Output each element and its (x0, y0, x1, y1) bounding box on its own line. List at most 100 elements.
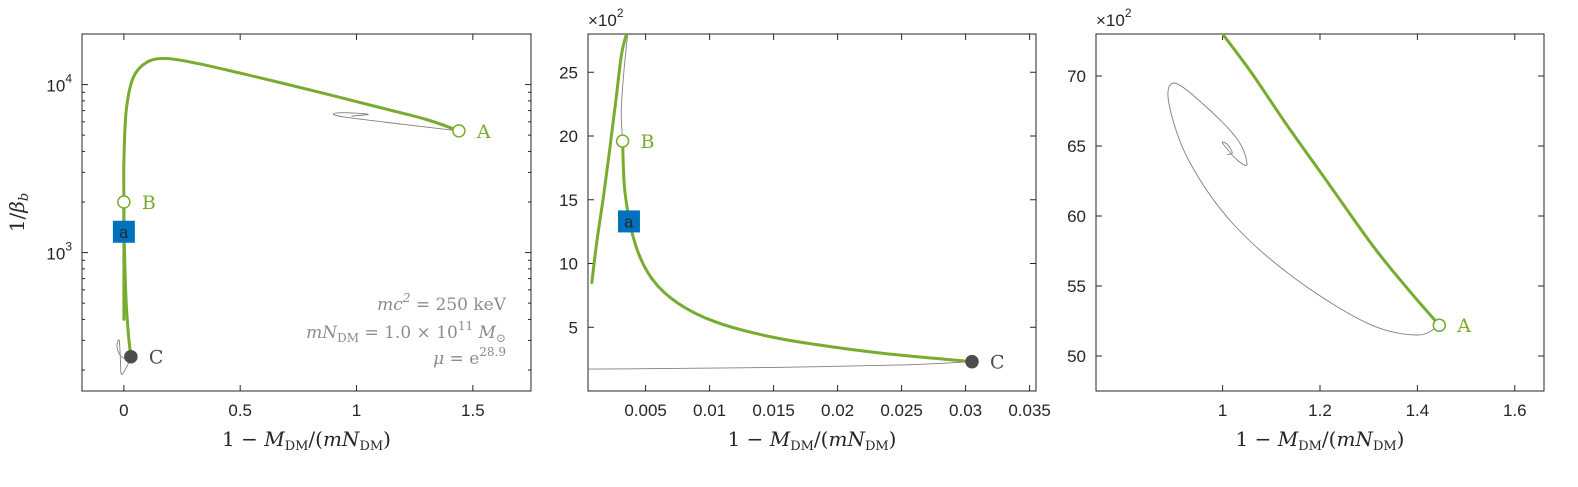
y-tick-exponent: 4 (65, 72, 72, 86)
xlabel-part: M (263, 427, 285, 451)
axes-box (587, 33, 1037, 392)
xlabel-part: 1 − (728, 427, 770, 451)
xlabel-part: /( (814, 427, 829, 451)
xlabel-sub: DM (359, 439, 383, 454)
x-tick-label: 1.6 (1503, 401, 1527, 420)
ylabel-sub: b (17, 193, 32, 201)
badge-a-label: a (624, 212, 634, 232)
xlabel-part: ) (383, 427, 391, 451)
annotation-sub: ⊙ (496, 331, 506, 345)
series-line-gray (332, 112, 460, 132)
xlabel-part: 1 − (222, 427, 264, 451)
series-line-gray (620, 34, 629, 142)
x-tick-label: 1.4 (1406, 401, 1430, 420)
axes-box (1095, 33, 1545, 392)
xlabel-sub: DM (1298, 439, 1322, 454)
x-tick-label: 0.01 (693, 401, 726, 420)
marker-B (117, 195, 131, 209)
y-multiplier-base: ×10 (1096, 11, 1125, 30)
axes-box (81, 33, 532, 392)
x-tick-label: 1.5 (461, 401, 485, 420)
x-tick-label: 0.005 (624, 401, 667, 420)
annotation-lhs: mN (306, 323, 338, 343)
marker-C (124, 349, 138, 364)
xlabel-part: /( (308, 427, 323, 451)
y-axis-label: 1/βb (5, 193, 32, 232)
y-tick-label: 65 (1067, 137, 1086, 156)
marker-label-A: A (1456, 315, 1471, 337)
y-tick-label: 25 (559, 63, 578, 82)
x-tick-label: 0.025 (880, 401, 923, 420)
series-line-green (621, 139, 974, 364)
x-tick-label: 1 (1218, 401, 1227, 420)
x-tick-label: 0.5 (228, 401, 252, 420)
annotation-sub: DM (337, 331, 359, 345)
series-line-green (122, 56, 461, 321)
x-tick-label: 1.2 (1308, 401, 1332, 420)
xlabel-part: 1 − (1236, 427, 1278, 451)
y-tick-label: 20 (559, 127, 578, 146)
annotation-tail: M (473, 323, 496, 343)
marker-label-B: B (142, 192, 156, 214)
xlabel-sub: DM (1373, 439, 1397, 454)
x-tick-label: 1 (352, 401, 361, 420)
x-tick-label: 0.02 (821, 401, 854, 420)
xlabel-part: M (1277, 427, 1299, 451)
y-tick-label: 50 (1067, 347, 1086, 366)
x-axis-label: 1 − MDM/(mNDM) (728, 427, 897, 454)
xlabel-sub: DM (865, 439, 889, 454)
xlabel-part: ) (1397, 427, 1405, 451)
x-tick-label: 0.03 (949, 401, 982, 420)
annotation-rhs: = e (444, 349, 479, 369)
y-multiplier: ×102 (1096, 6, 1132, 30)
y-tick-label: 70 (1067, 67, 1086, 86)
badge-a-label: a (119, 223, 129, 243)
y-tick-label: 5 (569, 318, 578, 337)
xlabel-part: /( (1322, 427, 1337, 451)
ylabel-part: β (5, 201, 29, 214)
series-line-green (590, 34, 628, 285)
x-axis-label: 1 − MDM/(mNDM) (1236, 427, 1405, 454)
y-tick-base: 10 (46, 245, 65, 264)
series-line-gray (116, 339, 132, 376)
annotation-line: mc2 = 250 keV (377, 291, 507, 315)
y-tick-label: 15 (559, 191, 578, 210)
annotation-lhs: mc (377, 295, 403, 315)
badge-a (617, 210, 640, 233)
xlabel-part: M (769, 427, 791, 451)
y-tick-label: 60 (1067, 207, 1086, 226)
marker-C (965, 354, 979, 369)
annotation-rhs: = 250 keV (410, 295, 506, 315)
ylabel-part: 1/ (5, 212, 29, 232)
xlabel-part: mN (1336, 427, 1374, 451)
annotation-lhs: μ (433, 349, 444, 369)
x-tick-label: 0.035 (1008, 401, 1051, 420)
y-multiplier-base: ×10 (588, 11, 617, 30)
y-multiplier: ×102 (588, 6, 624, 30)
annotation-sup: 11 (458, 319, 473, 333)
annotation-line: μ = e28.9 (433, 345, 506, 369)
marker-label-C: C (990, 352, 1005, 374)
y-tick-label: 55 (1067, 277, 1086, 296)
y-tick-base: 10 (46, 77, 65, 96)
marker-label-A: A (476, 121, 491, 143)
y-tick-label: 103 (46, 240, 72, 264)
series-line-gray (1167, 82, 1440, 336)
xlabel-sub: DM (790, 439, 814, 454)
marker-B (615, 134, 630, 148)
y-multiplier-exponent: 2 (617, 6, 624, 20)
annotation-rhs: = 1.0 × 10 (359, 323, 458, 343)
marker-A (452, 124, 466, 138)
xlabel-sub: DM (285, 439, 309, 454)
marker-label-C: C (149, 347, 164, 369)
x-tick-label: 0 (119, 401, 128, 420)
x-tick-label: 0.015 (752, 401, 795, 420)
annotation-sup: 2 (402, 291, 411, 305)
y-tick-exponent: 3 (65, 240, 72, 254)
xlabel-part: ) (889, 427, 897, 451)
marker-label-B: B (641, 131, 655, 153)
annotation-sup: 28.9 (479, 345, 506, 359)
panel-2: 0.005 0.01 0.015 0.02 0.025 0.03 0.035 5 10 15 20 2… (559, 6, 1051, 454)
